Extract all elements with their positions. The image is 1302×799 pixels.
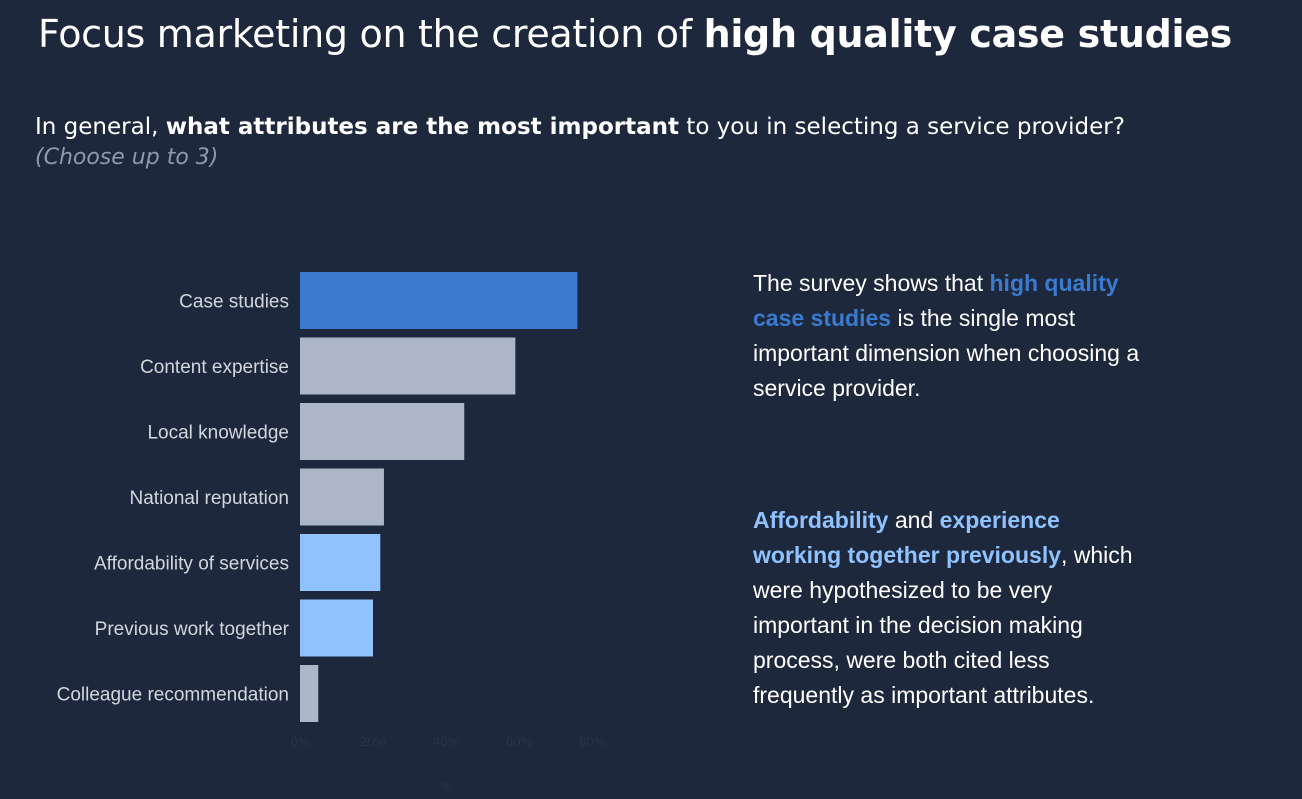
bar <box>300 272 578 329</box>
page-title: Focus marketing on the creation of high … <box>38 12 1288 56</box>
bar <box>300 599 373 657</box>
survey-question: In general, what attributes are the most… <box>35 110 1215 146</box>
category-label: Previous work together <box>95 619 290 640</box>
x-tick-label: 80% <box>579 734 605 749</box>
title-bold: high quality case studies <box>703 12 1233 56</box>
x-tick-label: 60% <box>506 734 532 749</box>
narrative-paragraph-1: The survey shows that high quality case … <box>753 266 1143 406</box>
narrative-paragraph-2: Affordability and experience working tog… <box>753 503 1143 713</box>
bar <box>300 534 381 591</box>
category-label: Affordability of services <box>94 554 289 575</box>
category-label: National reputation <box>130 488 290 509</box>
category-label: Colleague recommendation <box>57 685 289 706</box>
question-prefix: In general, <box>35 114 166 140</box>
bar <box>300 468 384 526</box>
x-tick-label: 20% <box>360 734 386 749</box>
p2-suffix: , which were hypothesized to be very imp… <box>753 542 1133 708</box>
bar <box>300 337 516 395</box>
bar-chart: Case studies Content expertise Local knowl… <box>57 272 605 794</box>
p1-suffix: is the single most important dimension w… <box>753 305 1140 401</box>
category-label: Case studies <box>179 292 289 313</box>
question-suffix: to you in selecting a service provider? <box>678 114 1125 140</box>
p2-mid: and <box>888 507 940 533</box>
x-tick-label: 40% <box>433 734 459 749</box>
p1-highlight: high quality case studies <box>753 270 1119 331</box>
bar <box>300 403 465 460</box>
question-bold: what attributes are the most important <box>165 114 679 140</box>
title-regular: Focus marketing on the creation of <box>38 12 704 56</box>
question-hint: (Choose up to 3) <box>35 145 219 170</box>
x-axis-title: % <box>440 779 452 794</box>
p1-prefix: The survey shows that <box>753 270 990 296</box>
x-tick-label: 0% <box>291 734 310 749</box>
bar <box>300 665 319 722</box>
p2-highlight-affordability: Affordability <box>753 507 889 533</box>
category-label: Content expertise <box>140 357 289 378</box>
category-label: Local knowledge <box>147 423 289 444</box>
p2-highlight-experience: experience working together previously <box>753 507 1061 568</box>
